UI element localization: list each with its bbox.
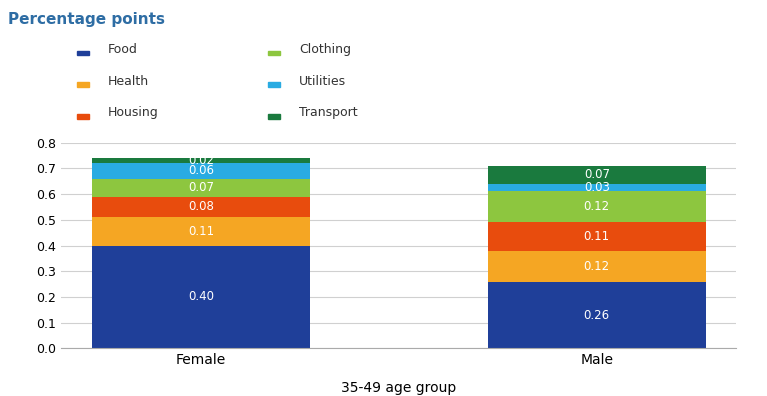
Bar [488, 282, 706, 348]
Bar [92, 246, 310, 348]
X-axis label: 35-49 age group: 35-49 age group [341, 381, 456, 395]
Text: 0.07: 0.07 [188, 181, 214, 194]
Bar [488, 166, 706, 184]
Bar [92, 196, 310, 217]
Text: Food: Food [107, 43, 137, 56]
Text: 0.12: 0.12 [584, 260, 610, 272]
Bar [488, 251, 706, 282]
Text: 0.02: 0.02 [188, 154, 214, 167]
Text: 0.26: 0.26 [584, 308, 610, 322]
Text: 0.40: 0.40 [188, 291, 214, 303]
Text: 0.12: 0.12 [584, 200, 610, 213]
Text: 0.06: 0.06 [188, 164, 214, 177]
Bar [92, 158, 310, 163]
Text: 0.03: 0.03 [584, 181, 610, 194]
Text: Housing: Housing [107, 107, 158, 119]
Text: Utilities: Utilities [299, 75, 346, 88]
Bar [488, 191, 706, 222]
Bar [488, 184, 706, 191]
Bar [92, 163, 310, 179]
Text: Clothing: Clothing [299, 43, 351, 56]
Bar [92, 179, 310, 196]
Text: 0.11: 0.11 [584, 230, 610, 243]
Text: Percentage points: Percentage points [8, 12, 165, 27]
Text: 0.08: 0.08 [188, 200, 214, 213]
Text: 0.07: 0.07 [584, 168, 610, 181]
Bar [92, 217, 310, 246]
Bar [488, 223, 706, 251]
Text: Health: Health [107, 75, 149, 88]
Text: Transport: Transport [299, 107, 357, 119]
Text: 0.11: 0.11 [188, 225, 214, 238]
